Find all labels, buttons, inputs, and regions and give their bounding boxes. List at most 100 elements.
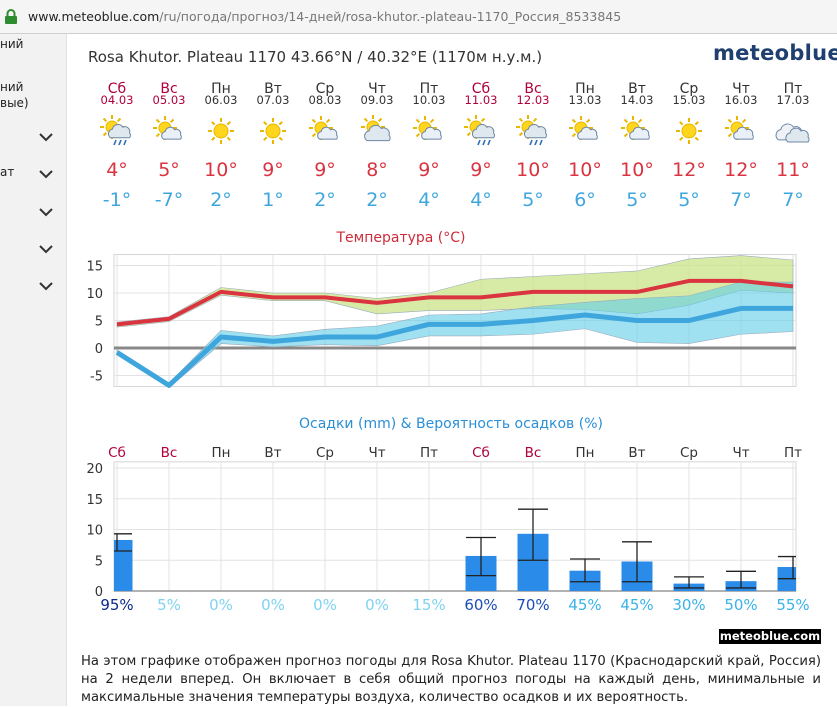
day-of-week: Чт — [732, 81, 750, 97]
y-tick-label: -5 — [90, 370, 103, 385]
forecast-description: На этом графике отображен прогноз погоды… — [81, 654, 821, 705]
min-temp: 2° — [210, 189, 232, 211]
day-of-week: Вс — [525, 445, 542, 461]
max-temp: 5° — [158, 159, 180, 181]
max-temp: 10° — [568, 159, 602, 181]
min-temp: 7° — [782, 189, 804, 211]
precipitation-probability: 0% — [209, 596, 233, 614]
day-of-week: Пт — [420, 445, 438, 461]
cloud-icon — [775, 123, 810, 143]
min-temp-line — [115, 305, 793, 388]
meteoblue-logo[interactable]: meteoblue — [713, 41, 837, 65]
sun-icon — [208, 118, 234, 144]
chevron-down-icon[interactable] — [38, 167, 54, 181]
max-temp: 12° — [672, 159, 706, 181]
day-of-week: Сб — [472, 445, 490, 461]
day-date: 04.03 — [101, 93, 134, 107]
sidebar-item-label: ат — [0, 165, 15, 179]
precipitation-probability: 0% — [261, 596, 285, 614]
url-text[interactable]: www.meteoblue.com/ru/погода/прогноз/14-д… — [28, 9, 621, 24]
y-tick-label: 0 — [95, 342, 103, 357]
day-date: 15.03 — [673, 93, 706, 107]
address-bar[interactable]: www.meteoblue.com/ru/погода/прогноз/14-д… — [0, 0, 837, 34]
day-of-week: Пт — [784, 81, 803, 97]
precipitation-error-bar — [674, 576, 704, 589]
y-tick-label: 10 — [86, 287, 103, 302]
precipitation-error-bar — [778, 555, 796, 580]
day-of-week: Чт — [732, 445, 749, 461]
day-of-week: Сб — [472, 81, 490, 97]
precipitation-error-bar — [726, 570, 756, 589]
day-of-week: Ср — [316, 445, 334, 461]
forecast-graphic: Сб04.034°-1°Вс05.035°-7°Пн06.0310°2°Вт07… — [86, 81, 810, 614]
day-of-week: Чт — [368, 81, 386, 97]
precipitation-error-bar — [622, 541, 652, 583]
day-date: 16.03 — [725, 93, 758, 107]
precipitation-error-bar — [466, 536, 496, 577]
y-tick-label: 20 — [86, 462, 103, 477]
day-date: 17.03 — [777, 93, 810, 107]
day-date: 13.03 — [569, 93, 602, 107]
y-tick-label: 10 — [86, 524, 103, 539]
max-temp: 9° — [418, 159, 440, 181]
day-of-week: Пн — [576, 445, 595, 461]
day-of-week: Вт — [628, 81, 646, 97]
precipitation-probability: 30% — [672, 596, 705, 614]
day-of-week: Пт — [420, 81, 439, 97]
lock-icon — [5, 9, 17, 24]
chevron-down-icon[interactable] — [38, 279, 54, 293]
max-temp: 9° — [470, 159, 492, 181]
day-of-week: Пт — [784, 445, 802, 461]
day-of-week: Вс — [161, 445, 178, 461]
sidebar: ний ний вые) ат — [0, 34, 67, 706]
precipitation-chart-title: Осадки (mm) & Вероятность осадков (%) — [299, 416, 603, 432]
sun-cloud-icon — [569, 116, 598, 140]
min-temp: 5° — [678, 189, 700, 211]
min-temp: 4° — [418, 189, 440, 211]
url-host: www.meteoblue.com — [28, 9, 160, 24]
sun-cloud-icon — [725, 116, 754, 140]
day-of-week: Пн — [211, 81, 231, 97]
chevron-down-icon[interactable] — [38, 130, 54, 144]
chevron-down-icon[interactable] — [38, 242, 54, 256]
day-of-week: Вт — [628, 445, 645, 461]
day-date: 11.03 — [465, 93, 498, 107]
day-date: 10.03 — [413, 93, 446, 107]
sidebar-item-label: ний — [0, 80, 24, 94]
day-of-week: Чт — [368, 445, 385, 461]
day-date: 08.03 — [309, 93, 342, 107]
max-temp: 9° — [262, 159, 284, 181]
day-date: 05.03 — [153, 93, 186, 107]
sun-cloud-rain-icon — [100, 115, 131, 146]
sidebar-item-label: ний — [0, 37, 24, 51]
day-of-week: Вт — [264, 81, 282, 97]
min-temp: -1° — [103, 189, 131, 211]
sun-cloud-icon — [413, 116, 442, 140]
min-temp: 6° — [574, 189, 596, 211]
day-of-week: Пн — [575, 81, 595, 97]
chevron-down-icon[interactable] — [38, 205, 54, 219]
sun-cloud-icon — [153, 116, 182, 140]
min-temp: 1° — [262, 189, 284, 211]
day-of-week: Ср — [316, 81, 335, 97]
precipitation-probability: 70% — [516, 596, 549, 614]
sidebar-item-label: вые) — [0, 96, 29, 110]
precipitation-probability: 0% — [365, 596, 389, 614]
precipitation-probability: 95% — [100, 596, 133, 614]
day-of-week: Ср — [680, 445, 698, 461]
precipitation-bar — [114, 539, 133, 591]
cloud-sun-icon — [361, 115, 391, 142]
y-tick-label: 15 — [86, 493, 103, 508]
temperature-chart-title: Температура (°C) — [335, 230, 465, 246]
sun-cloud-rain-icon — [516, 115, 547, 146]
sun-cloud-icon — [309, 116, 338, 140]
meteoblue-badge[interactable]: meteoblue.com — [719, 629, 821, 644]
max-temp: 10° — [620, 159, 654, 181]
day-date: 14.03 — [621, 93, 654, 107]
day-of-week: Вт — [264, 445, 281, 461]
min-temp: 5° — [626, 189, 648, 211]
y-tick-label: 15 — [86, 260, 103, 275]
precipitation-error-bar — [570, 558, 600, 583]
day-of-week: Сб — [108, 445, 126, 461]
min-temp: 7° — [730, 189, 752, 211]
